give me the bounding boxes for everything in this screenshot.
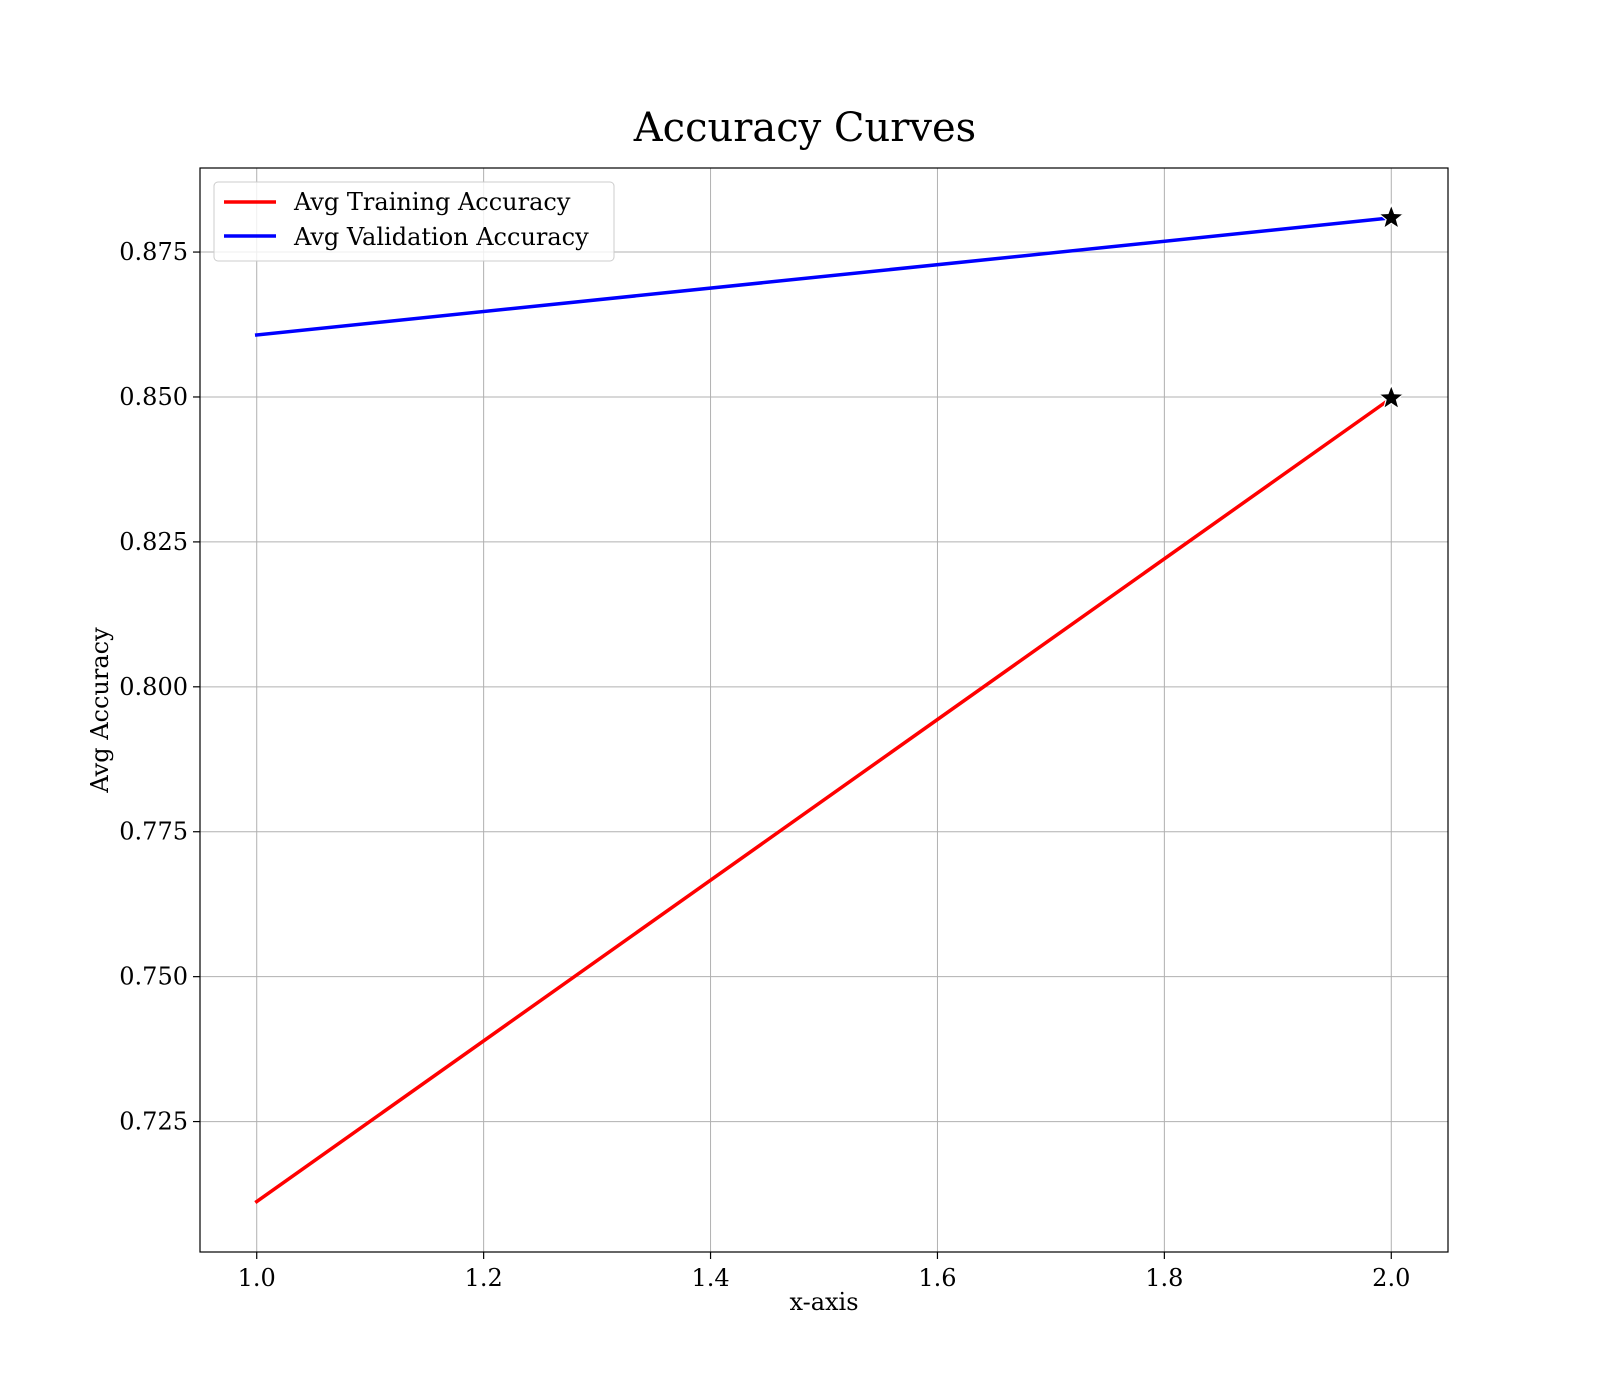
legend-label-training: Avg Training Accuracy	[293, 188, 571, 216]
x-tick-label: 1.4	[691, 1264, 729, 1292]
y-tick-label: 0.800	[119, 673, 188, 701]
series-line-validation	[254, 215, 1394, 337]
y-tick-label: 0.725	[119, 1108, 188, 1136]
legend: Avg Training Accuracy Avg Validation Acc…	[213, 181, 615, 262]
x-tick-label: 1.6	[918, 1264, 956, 1292]
legend-box	[213, 181, 615, 262]
legend-label-validation: Avg Validation Accuracy	[293, 223, 589, 251]
y-axis-label: Avg Accuracy	[86, 627, 114, 794]
y-tick-label: 0.825	[119, 528, 188, 556]
chart-title: Accuracy Curves	[633, 105, 976, 151]
series-lines	[254, 203, 1406, 1205]
x-tick-label: 1.8	[1145, 1264, 1183, 1292]
y-tick-label: 0.750	[119, 963, 188, 991]
x-tick-label: 1.0	[238, 1264, 276, 1292]
x-axis-label: x-axis	[789, 1288, 858, 1316]
star-marker-training	[1377, 383, 1406, 411]
y-tick-label: 0.875	[119, 238, 188, 266]
y-tick-label: 0.850	[119, 383, 188, 411]
grid	[200, 168, 1448, 1252]
x-tick-label: 2.0	[1372, 1264, 1410, 1292]
x-tick-label: 1.2	[465, 1264, 503, 1292]
star-marker-validation	[1377, 203, 1406, 230]
series-line-training	[254, 395, 1394, 1205]
plot-frame	[199, 167, 1449, 1253]
y-tick-label: 0.775	[119, 818, 188, 846]
axis-ticks: 1.0 1.2 1.4 1.6 1.8 2.0 0.725 0.750 0.775 0.800 0.…	[119, 238, 1410, 1292]
